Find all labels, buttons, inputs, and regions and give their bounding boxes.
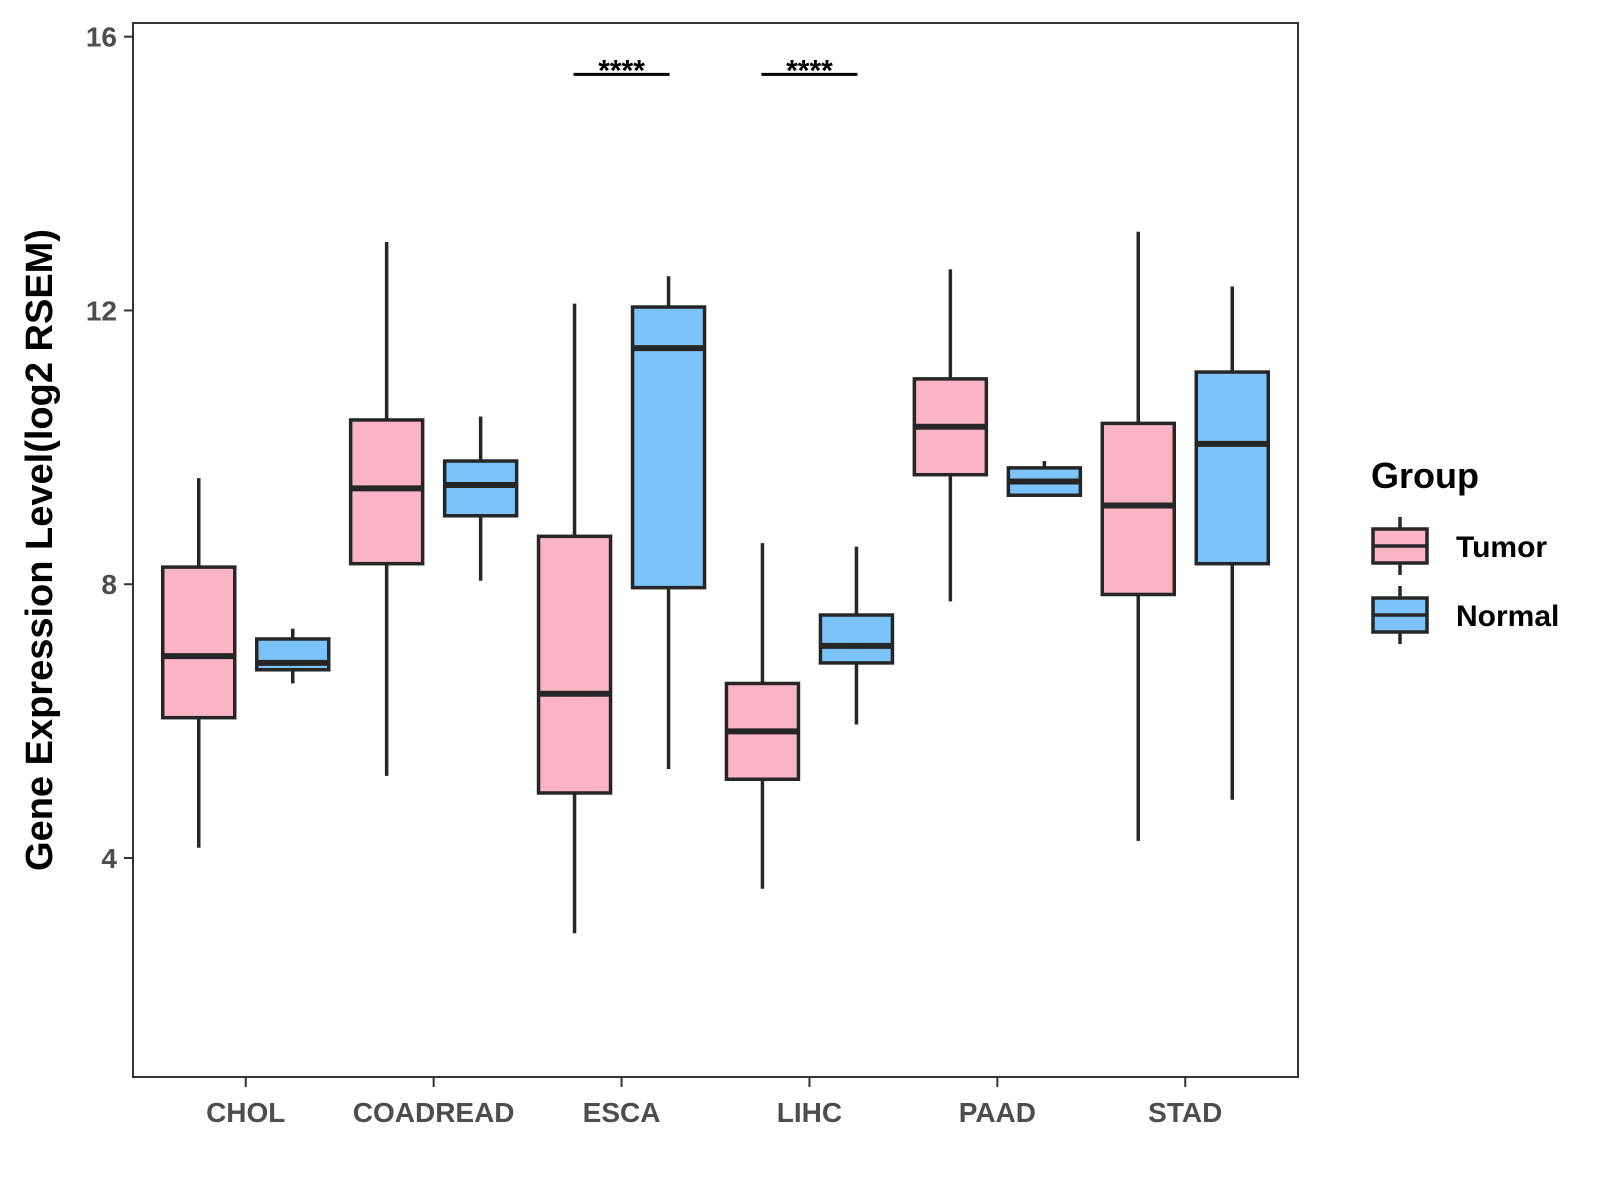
x-tick-label: PAAD xyxy=(959,1097,1036,1128)
normal-coadread-box xyxy=(442,459,519,518)
tumor-esca-box xyxy=(536,534,613,795)
significance-lihc-label: **** xyxy=(786,54,833,87)
y-tick-label: 8 xyxy=(101,569,117,600)
y-axis-title: Gene Expression Level(log2 RSEM) xyxy=(19,229,61,871)
x-tick-label: LIHC xyxy=(777,1097,842,1128)
legend-title: Group xyxy=(1371,455,1479,496)
plot-panel xyxy=(132,22,1299,1078)
x-tick-label: COADREAD xyxy=(353,1097,515,1128)
legend-normal-label: Normal xyxy=(1456,600,1559,633)
tumor-stad-box xyxy=(1100,421,1177,597)
y-tick-label: 12 xyxy=(86,295,117,326)
legend: Tumor Normal xyxy=(1371,517,1559,644)
normal-esca-box xyxy=(630,305,707,590)
y-tick-label: 4 xyxy=(101,843,117,874)
y-tick-label: 16 xyxy=(86,22,117,53)
x-tick-label: ESCA xyxy=(583,1097,661,1128)
normal-stad-box xyxy=(1194,370,1271,566)
normal-lihc-box xyxy=(818,613,895,665)
x-tick-label: STAD xyxy=(1148,1097,1222,1128)
tumor-coadread-box xyxy=(348,418,425,566)
legend-tumor-label: Tumor xyxy=(1456,531,1547,564)
tumor-chol-box xyxy=(160,565,237,720)
significance-esca-label: **** xyxy=(598,54,645,87)
x-tick-label: CHOL xyxy=(206,1097,285,1128)
